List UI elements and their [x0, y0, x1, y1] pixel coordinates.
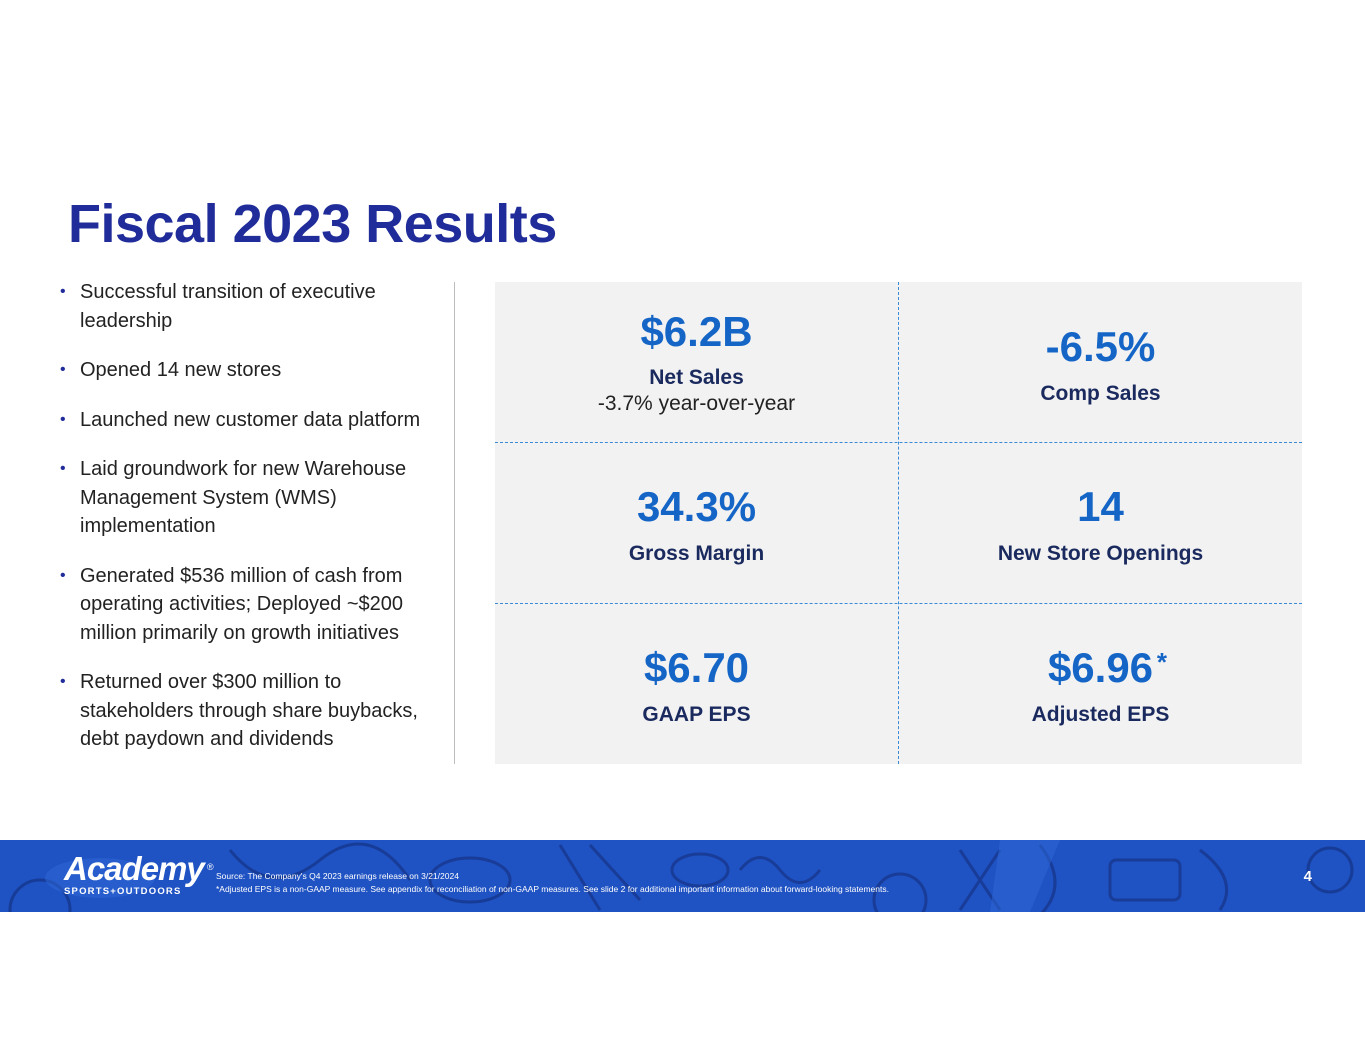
bullet-dot: • [60, 283, 66, 300]
adjusted-eps-label: Adjusted EPS [1031, 703, 1170, 726]
footnotes: Source: The Company's Q4 2023 earnings r… [216, 870, 889, 896]
bullet-text: Returned over $300 million to stakeholde… [80, 671, 418, 750]
bullet-item: • Generated $536 million of cash from ope… [58, 562, 450, 648]
bullet-text: Launched new customer data platform [80, 408, 421, 431]
logo-tagline: SPORTS+OUTDOORS [64, 886, 182, 897]
new-stores-value: 14 [1077, 483, 1124, 530]
bullet-dot: • [60, 673, 66, 690]
metric-gaap-eps: $6.70 GAAP EPS [495, 604, 898, 764]
comp-sales-value: -6.5% [1045, 323, 1156, 370]
page-number: 4 [1303, 868, 1312, 885]
slide-title: Fiscal 2023 Results [68, 194, 557, 254]
gross-margin-value: 34.3% [636, 483, 757, 530]
bullet-text: Successful transition of executive leade… [80, 281, 376, 332]
gross-margin-label: Gross Margin [628, 542, 765, 565]
bullet-item: • Successful transition of executive lead… [58, 278, 450, 335]
results-bullet-list: • Successful transition of executive lead… [58, 278, 450, 775]
grid-horizontal-divider [495, 603, 1302, 604]
net-sales-yoy: -3.7% year-over-year [597, 392, 796, 415]
bullet-dot: • [60, 566, 66, 584]
footnote-marker: * [1156, 647, 1168, 677]
logo-wordmark: Academy [64, 850, 205, 887]
metric-new-stores: 14 New Store Openings [899, 443, 1302, 603]
grid-horizontal-divider [495, 442, 1302, 443]
metric-gross-margin: 34.3% Gross Margin [495, 443, 898, 603]
grid-vertical-divider [898, 282, 899, 764]
academy-logo: Academy SPORTS+OUTDOORS ® [64, 850, 214, 898]
comp-sales-label: Comp Sales [1040, 382, 1161, 405]
footer-banner: Academy SPORTS+OUTDOORS ® Source: The Co… [0, 840, 1365, 912]
gaap-eps-label: GAAP EPS [642, 703, 751, 726]
bullet-text: Laid groundwork for new Warehouse Manage… [80, 458, 407, 537]
net-sales-value: $6.2B [640, 308, 753, 355]
gaap-eps-value: $6.70 [643, 644, 750, 691]
bullet-dot: • [60, 460, 66, 477]
bullet-dot: • [60, 361, 66, 378]
bullet-item: • Laid groundwork for new Warehouse Manag… [58, 455, 450, 541]
column-divider [454, 282, 455, 764]
metric-net-sales: $6.2B Net Sales -3.7% year-over-year [495, 282, 898, 442]
adjusted-eps-value-wrap: $6.96 * [1047, 644, 1167, 692]
metrics-grid: $6.2B Net Sales -3.7% year-over-year -6.… [495, 282, 1302, 764]
metric-comp-sales: -6.5% Comp Sales [899, 282, 1302, 442]
metric-adjusted-eps: $6.96 * Adjusted EPS [899, 604, 1302, 764]
outdoor-illustration-pattern [8, 840, 1354, 912]
adjusted-eps-note: *Adjusted EPS is a non-GAAP measure. See… [216, 884, 889, 894]
bullet-text: Generated $536 million of cash from oper… [80, 564, 403, 644]
bullet-item: • Opened 14 new stores [58, 356, 450, 385]
new-stores-label: New Store Openings [997, 542, 1204, 565]
bullet-text: Opened 14 new stores [80, 359, 282, 381]
adjusted-eps-value: $6.96 [1047, 644, 1154, 691]
registered-mark: ® [207, 862, 214, 872]
bullet-item: • Returned over $300 million to stakehold… [58, 668, 450, 754]
bullet-item: • Launched new customer data platform [58, 406, 450, 435]
bullet-dot: • [60, 410, 66, 428]
source-note: Source: The Company's Q4 2023 earnings r… [216, 871, 459, 881]
net-sales-label: Net Sales [649, 366, 744, 389]
